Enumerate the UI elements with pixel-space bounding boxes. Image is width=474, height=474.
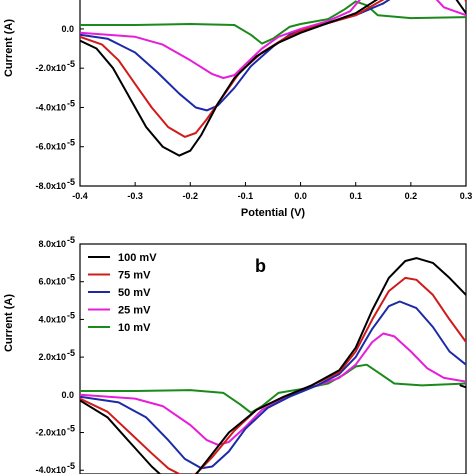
legend-label: 10 mV — [118, 322, 151, 334]
y-tick-exponent: -5 — [67, 310, 75, 320]
series-line-50-mv-forward — [80, 300, 466, 470]
legend-label: 25 mV — [118, 305, 151, 317]
y-tick-label: 0.0 — [61, 24, 74, 34]
panel-label-b: b — [255, 256, 266, 276]
series-line-100-mv-return — [459, 384, 466, 389]
y-tick-exponent: -5 — [67, 235, 75, 245]
series-line-100-mv-forward — [80, 257, 466, 474]
legend: 100 mV 75 mV 50 mV 25 mV 10 mV — [88, 252, 157, 334]
y-tick-exponent: -5 — [67, 98, 75, 108]
series-line-e61ed8-forward — [80, 0, 466, 79]
x-tick-label: 0.1 — [349, 191, 362, 201]
x-tick-label: -0.3 — [127, 191, 143, 201]
x-tick-label: 0.2 — [405, 191, 418, 201]
series-line-000000-forward — [80, 0, 379, 157]
y-axis-title: Current (A) — [3, 19, 15, 77]
y-tick-exponent: -5 — [67, 138, 75, 148]
y-tick-label: 8.0x10 — [38, 239, 66, 249]
y-axis-title: Current (A) — [3, 294, 15, 352]
x-tick-label: -0.4 — [72, 191, 88, 201]
y-tick-exponent: -5 — [67, 461, 75, 471]
y-tick-label: -2.0x10 — [35, 428, 66, 438]
series-group — [80, 0, 466, 157]
x-tick-label: -0.2 — [183, 191, 199, 201]
series-line-000000-return — [455, 0, 466, 15]
legend-label: 75 mV — [118, 270, 151, 282]
chart-panel-b: -4.0x10 -5-2.0x10 -50.02.0x10 -54.0x10 -56.0… — [3, 235, 467, 474]
y-tick-exponent: -5 — [67, 177, 75, 187]
x-tick-label: -0.1 — [238, 191, 254, 201]
x-axis-title: Potential (V) — [241, 207, 306, 219]
y-tick-label: -2.0x10 — [35, 63, 66, 73]
series-line-1a8a1a-forward — [80, 0, 466, 45]
y-tick-exponent: -5 — [67, 424, 75, 434]
y-tick-label: 6.0x10 — [38, 277, 66, 287]
y-tick-label: -4.0x10 — [35, 465, 66, 474]
legend-label: 100 mV — [118, 252, 157, 264]
y-tick-exponent: -5 — [67, 59, 75, 69]
y-tick-label: -4.0x10 — [35, 102, 66, 112]
chart-panel-a: -8.0x10-5-6.0x10-5-4.0x10-5-2.0x10-50.02… — [3, 0, 472, 219]
y-tick-label: 2.0x10 — [38, 352, 66, 362]
series-line-d11a1a-forward — [80, 0, 385, 138]
y-tick-label: 4.0x10 — [38, 314, 66, 324]
plot-frame — [79, 243, 467, 474]
series-line-25-mv-forward — [80, 332, 466, 446]
x-tick-label: 0.0 — [294, 191, 307, 201]
legend-label: 50 mV — [118, 287, 151, 299]
y-tick-exponent: -5 — [67, 348, 75, 358]
y-tick-exponent: -5 — [67, 273, 75, 283]
series-group — [80, 257, 466, 474]
x-tick-label: 0.3 — [460, 191, 473, 201]
y-tick-label: -8.0x10 — [35, 181, 66, 191]
y-tick-label: 0.0 — [61, 390, 74, 400]
y-tick-label: -6.0x10 — [35, 142, 66, 152]
plot-frame — [79, 0, 467, 187]
